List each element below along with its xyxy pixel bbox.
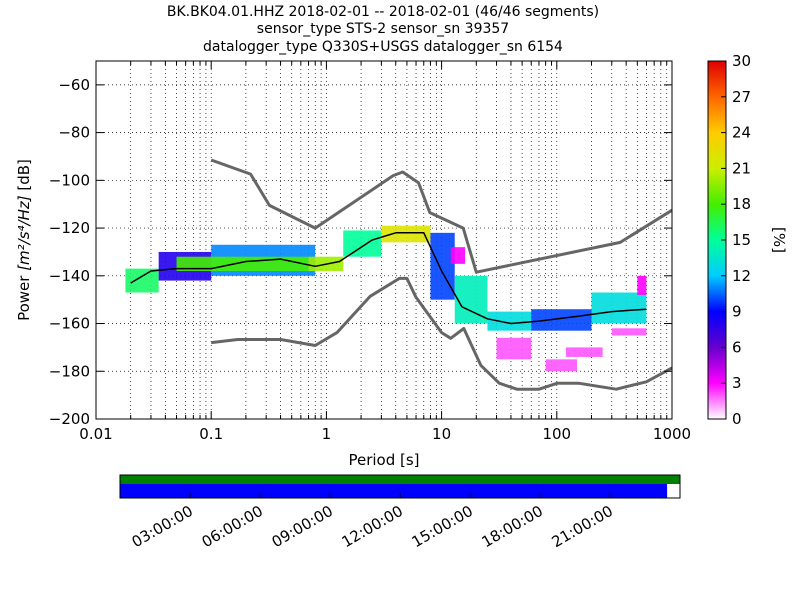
psd-density-cell (637, 275, 647, 295)
colorbar-tick-label: 21 (732, 159, 751, 177)
y-axis-label-suffix: [dB] (15, 159, 33, 195)
colorbar-tick-label: 18 (732, 195, 751, 213)
colorbar-label: [%] (770, 227, 788, 253)
y-tick-label: −180 (49, 362, 90, 380)
coverage-psd-bar (120, 484, 668, 498)
title-block: BK.BK04.01.HHZ 2018-02-01 -- 2018-02-01 … (167, 4, 599, 55)
coverage-time-label: 06:00:00 (199, 502, 266, 551)
psd-density-cell (430, 232, 455, 300)
coverage-time-label: 21:00:00 (549, 502, 616, 551)
title-line-1: BK.BK04.01.HHZ 2018-02-01 -- 2018-02-01 … (167, 4, 599, 20)
y-tick-label: −160 (49, 315, 90, 333)
psd-density-cell (611, 328, 647, 336)
coverage-time-ticks: 03:00:00 06:00:00 09:00:00 12:00:00 15:00:00… (129, 493, 616, 551)
psd-density-cell (450, 247, 466, 264)
psd-density-cell (565, 347, 603, 357)
x-tick-label: 10 (432, 425, 451, 443)
y-axis-label-prefix: Power (15, 271, 33, 321)
y-tick-label: −120 (49, 219, 90, 237)
coverage-data-bar (120, 475, 680, 484)
y-tick-label: −60 (58, 76, 90, 94)
psd-density-cell (591, 292, 647, 324)
y-axis-label: Power [m²/s⁴/Hz] [dB] (15, 159, 33, 321)
coverage-time-label: 03:00:00 (129, 502, 196, 551)
psd-density-cell (125, 268, 159, 293)
colorbar-tick-label: 24 (732, 124, 751, 142)
psd-density-cell (381, 225, 431, 243)
colorbar-tick-label: 12 (732, 267, 751, 285)
psd-density-cell (531, 309, 592, 331)
coverage-time-label: 15:00:00 (409, 502, 476, 551)
noise-models (130, 158, 672, 391)
coverage-time-label: 18:00:00 (479, 502, 546, 551)
axis-ticks (95, 61, 673, 420)
x-tick-label: 1 (322, 425, 332, 443)
y-tick-label: −200 (49, 410, 90, 428)
y-axis-label-units: [m²/s⁴/Hz] (15, 195, 33, 271)
colorbar-tick-label: 0 (732, 410, 742, 428)
colorbar-tick-label: 9 (732, 303, 742, 321)
low-noise-model-line (211, 276, 672, 391)
plot-frame (95, 60, 673, 420)
y-tick-label: −80 (58, 124, 90, 142)
x-tick-label: 0.01 (79, 425, 112, 443)
psd-density (125, 225, 647, 372)
coverage-bar: 03:00:00 06:00:00 09:00:00 12:00:00 15:00:00… (119, 474, 681, 551)
y-tick-labels: −60 −80 −100 −120 −140 −160 −180 −200 (49, 76, 90, 428)
colorbar-tick-label: 6 (732, 338, 742, 356)
title-line-3: datalogger_type Q330S+USGS datalogger_sn… (203, 39, 563, 55)
colorbar: 0 3 6 9 12 15 18 21 24 27 30 [%] (707, 52, 788, 428)
mode-line (130, 232, 647, 325)
psd-density-cell (487, 311, 532, 331)
colorbar-tick-label: 30 (732, 52, 751, 70)
coverage-time-label: 12:00:00 (339, 502, 406, 551)
x-tick-labels: 0.01 0.1 1 10 100 1000 (79, 425, 691, 443)
x-tick-label: 1000 (653, 425, 691, 443)
y-tick-label: −100 (49, 171, 90, 189)
colorbar-tick-label: 15 (732, 231, 751, 249)
psd-density-cell (496, 337, 532, 360)
psd-density-cell (176, 256, 309, 272)
psd-density-cell (343, 230, 382, 257)
plot-area: 0.01 0.1 1 10 100 1000 −60 −80 −100 −120 −140 −160… (49, 60, 691, 443)
psd-density-cell (545, 359, 578, 372)
x-axis-label: Period [s] (348, 451, 419, 469)
colorbar-ticks: 0 3 6 9 12 15 18 21 24 27 30 (721, 52, 751, 428)
y-tick-label: −140 (49, 267, 90, 285)
colorbar-tick-label: 27 (732, 88, 751, 106)
x-tick-label: 100 (542, 425, 571, 443)
high-noise-model-line (210, 158, 672, 274)
x-tick-label: 0.1 (199, 425, 223, 443)
colorbar-tick-label: 3 (732, 374, 742, 392)
title-line-2: sensor_type STS-2 sensor_sn 39357 (257, 21, 509, 37)
coverage-time-label: 09:00:00 (269, 502, 336, 551)
